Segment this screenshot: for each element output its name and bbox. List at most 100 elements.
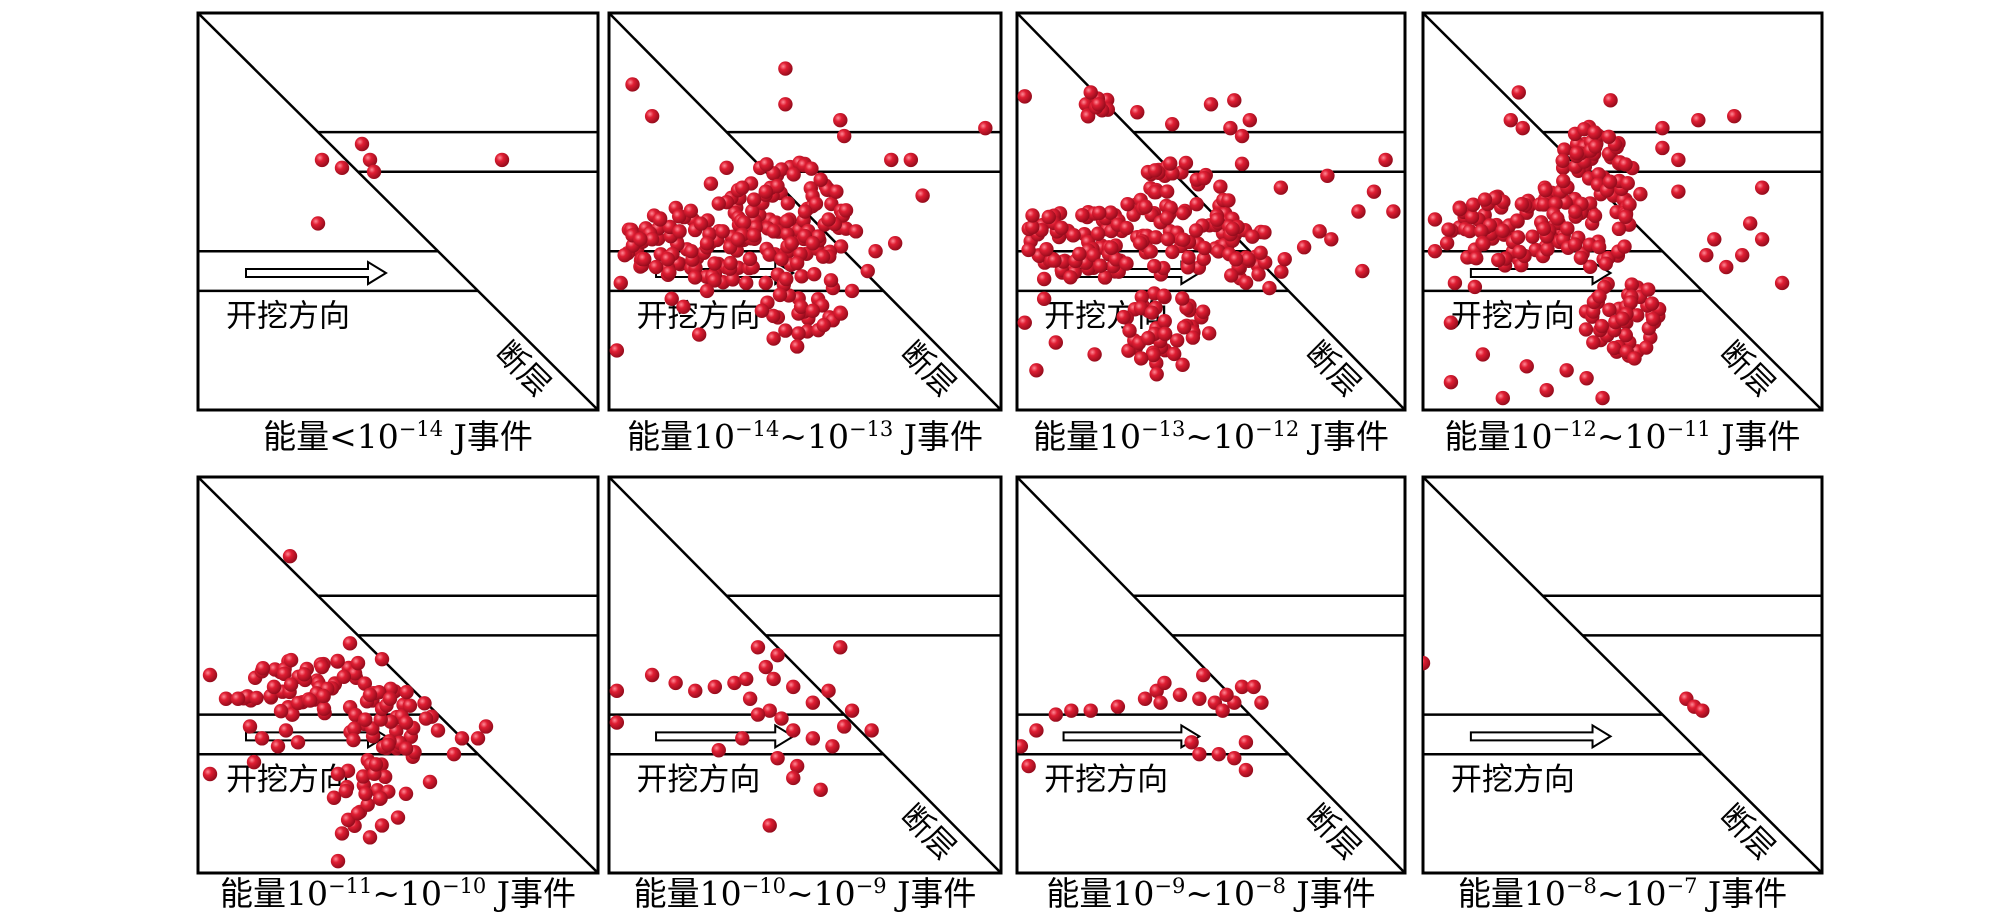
event-marker bbox=[1624, 277, 1640, 292]
event-marker bbox=[662, 265, 677, 280]
event-marker bbox=[1627, 351, 1642, 366]
fault-line bbox=[198, 477, 598, 873]
event-marker bbox=[1591, 167, 1606, 182]
event-marker bbox=[1017, 739, 1029, 754]
event-marker bbox=[402, 698, 418, 713]
event-marker bbox=[1587, 208, 1603, 224]
event-marker bbox=[1588, 139, 1603, 154]
event-marker bbox=[797, 204, 813, 219]
event-marker bbox=[613, 275, 628, 291]
event-marker bbox=[1083, 703, 1098, 718]
event-marker bbox=[1254, 695, 1269, 710]
event-marker bbox=[1611, 221, 1627, 237]
event-marker bbox=[218, 691, 234, 706]
event-marker bbox=[759, 157, 774, 172]
event-marker bbox=[1579, 371, 1594, 386]
event-marker bbox=[746, 192, 762, 207]
event-marker bbox=[358, 786, 373, 802]
event-marker bbox=[703, 176, 719, 191]
event-marker bbox=[1602, 174, 1618, 189]
event-marker bbox=[1536, 221, 1552, 237]
event-marker bbox=[770, 648, 785, 663]
event-marker bbox=[1511, 85, 1526, 100]
panel-caption: 能量10−10~10−9 J事件 bbox=[634, 874, 977, 913]
event-marker bbox=[1181, 250, 1196, 265]
event-marker bbox=[1462, 223, 1477, 239]
event-marker bbox=[609, 683, 625, 699]
event-marker bbox=[829, 184, 844, 199]
event-marker bbox=[1234, 156, 1250, 172]
event-marker bbox=[730, 232, 746, 247]
event-marker bbox=[470, 731, 486, 746]
event-marker bbox=[805, 731, 821, 746]
event-marker bbox=[270, 739, 286, 754]
event-marker bbox=[1320, 168, 1335, 183]
event-marker bbox=[660, 251, 675, 267]
event-marker bbox=[1578, 322, 1594, 337]
event-marker bbox=[1525, 229, 1540, 244]
geology-lines bbox=[1423, 477, 1822, 873]
event-marker bbox=[362, 687, 378, 702]
event-marker bbox=[1039, 242, 1054, 257]
event-marker bbox=[1274, 264, 1289, 279]
event-marker bbox=[1495, 390, 1511, 406]
event-marker bbox=[609, 715, 625, 730]
event-marker bbox=[350, 655, 366, 671]
event-marker bbox=[1041, 209, 1056, 225]
event-marker bbox=[1228, 252, 1244, 267]
event-marker bbox=[1591, 239, 1607, 255]
direction-label: 开挖方向 bbox=[1451, 762, 1575, 798]
event-marker bbox=[249, 690, 264, 706]
event-marker bbox=[1066, 227, 1081, 243]
event-marker bbox=[1242, 112, 1258, 128]
event-marker bbox=[652, 212, 668, 227]
event-marker bbox=[778, 97, 793, 112]
event-marker bbox=[399, 684, 414, 700]
event-marker bbox=[825, 739, 840, 754]
event-marker bbox=[915, 188, 930, 203]
event-marker bbox=[1469, 250, 1484, 266]
event-marker bbox=[1477, 192, 1493, 207]
event-marker bbox=[1655, 140, 1670, 156]
event-marker bbox=[1165, 244, 1180, 260]
event-marker bbox=[1203, 97, 1219, 112]
event-marker bbox=[336, 669, 352, 685]
event-marker bbox=[884, 152, 899, 168]
event-marker bbox=[1165, 116, 1180, 132]
event-marker bbox=[715, 224, 730, 239]
event-marker bbox=[1620, 176, 1635, 191]
event-marker bbox=[786, 770, 801, 786]
event-marker bbox=[837, 128, 852, 144]
event-marker bbox=[1234, 679, 1250, 695]
event-marker bbox=[1227, 93, 1242, 108]
event-marker bbox=[625, 77, 640, 92]
event-marker bbox=[745, 203, 760, 219]
event-marker bbox=[774, 251, 789, 267]
panel-caption: 能量<10−14 J事件 bbox=[263, 417, 533, 456]
event-marker bbox=[1623, 295, 1638, 310]
event-marker bbox=[719, 160, 734, 176]
event-marker bbox=[838, 203, 854, 218]
event-marker bbox=[1475, 347, 1491, 362]
event-marker bbox=[1277, 251, 1292, 267]
event-marker bbox=[1644, 296, 1660, 311]
event-marker bbox=[360, 797, 375, 812]
event-marker bbox=[1036, 291, 1052, 307]
event-marker bbox=[1441, 222, 1456, 237]
event-marker bbox=[1536, 197, 1552, 212]
event-marker bbox=[808, 196, 824, 211]
event-marker bbox=[1047, 253, 1062, 268]
event-marker bbox=[671, 209, 687, 224]
event-marker bbox=[1386, 204, 1401, 219]
event-marker bbox=[1132, 235, 1148, 251]
event-marker bbox=[1439, 235, 1455, 251]
event-marker bbox=[1120, 197, 1135, 212]
event-marker bbox=[779, 213, 795, 229]
event-marker bbox=[314, 659, 330, 675]
event-markers bbox=[310, 136, 510, 231]
event-marker bbox=[668, 675, 683, 691]
panel-caption: 能量10−12~10−11 J事件 bbox=[1444, 417, 1800, 456]
